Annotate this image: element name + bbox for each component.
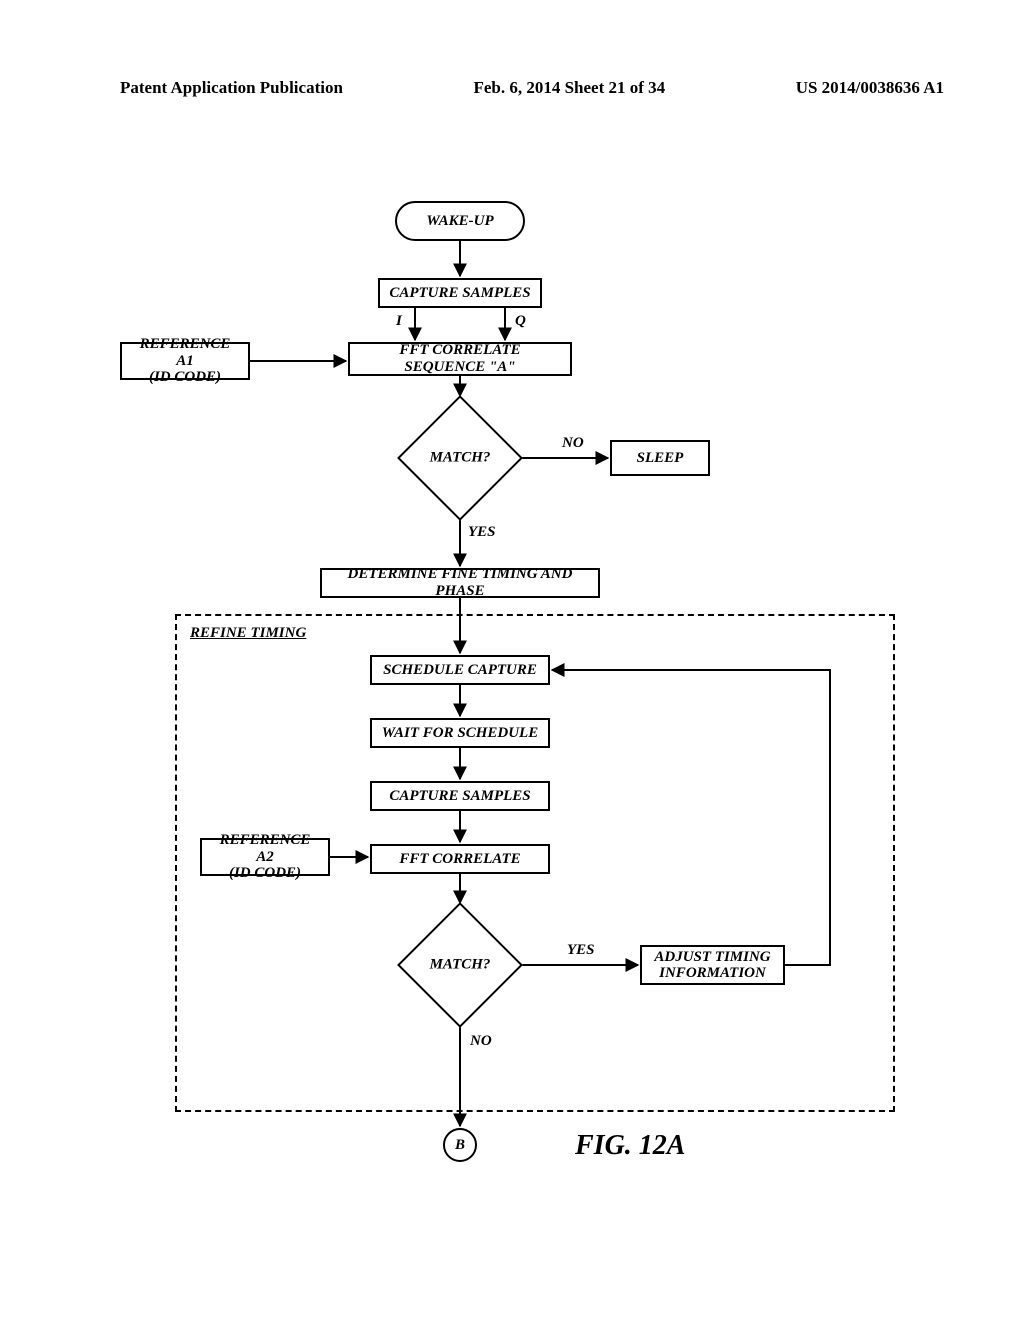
refine-timing-title: REFINE TIMING	[190, 625, 306, 642]
fft-correlate-2: FFT CORRELATE	[370, 844, 550, 874]
schedule-capture: SCHEDULE CAPTURE	[370, 655, 550, 685]
reference-a2-line2: (ID CODE)	[229, 865, 301, 882]
fft-correlate-a-label: FFT CORRELATE SEQUENCE "A"	[358, 342, 562, 376]
connector-b: B	[443, 1128, 477, 1162]
adjust-timing-line1: ADJUST TIMING	[654, 949, 770, 966]
wakeup-label: WAKE-UP	[426, 213, 493, 230]
match-1-no-label: NO	[560, 435, 586, 452]
determine-fine-timing: DETERMINE FINE TIMING AND PHASE	[320, 568, 600, 598]
figure-caption: FIG. 12A	[575, 1130, 685, 1162]
match-decision-2: MATCH?	[400, 905, 520, 1025]
branch-q-label: Q	[513, 313, 528, 330]
adjust-timing-line2: INFORMATION	[659, 965, 766, 982]
connector-b-label: B	[455, 1137, 465, 1154]
fft-correlate-a: FFT CORRELATE SEQUENCE "A"	[348, 342, 572, 376]
reference-a1-line1: REFERENCE A1	[130, 336, 240, 369]
wait-for-schedule-label: WAIT FOR SCHEDULE	[382, 725, 538, 742]
match-2-label: MATCH?	[430, 957, 491, 974]
match-1-label: MATCH?	[430, 450, 491, 467]
schedule-capture-label: SCHEDULE CAPTURE	[383, 662, 537, 679]
capture-samples-1: CAPTURE SAMPLES	[378, 278, 542, 308]
reference-a2: REFERENCE A2 (ID CODE)	[200, 838, 330, 876]
adjust-timing: ADJUST TIMING INFORMATION	[640, 945, 785, 985]
determine-fine-timing-label: DETERMINE FINE TIMING AND PHASE	[330, 566, 590, 600]
fft-correlate-2-label: FFT CORRELATE	[399, 851, 520, 868]
reference-a1-line2: (ID CODE)	[149, 369, 221, 386]
reference-a1: REFERENCE A1 (ID CODE)	[120, 342, 250, 380]
reference-a2-line1: REFERENCE A2	[210, 832, 320, 865]
branch-i-label: I	[394, 313, 404, 330]
sleep-label: SLEEP	[637, 450, 684, 467]
match-decision-1: MATCH?	[400, 398, 520, 518]
wakeup-terminator: WAKE-UP	[395, 201, 525, 241]
capture-samples-2: CAPTURE SAMPLES	[370, 781, 550, 811]
wait-for-schedule: WAIT FOR SCHEDULE	[370, 718, 550, 748]
match-2-no-label: NO	[468, 1033, 494, 1050]
flowchart: WAKE-UP CAPTURE SAMPLES I Q REFERENCE A1…	[0, 0, 1024, 1320]
capture-samples-1-label: CAPTURE SAMPLES	[389, 285, 530, 302]
capture-samples-2-label: CAPTURE SAMPLES	[389, 788, 530, 805]
match-2-yes-label: YES	[565, 942, 597, 959]
sleep-box: SLEEP	[610, 440, 710, 476]
match-1-yes-label: YES	[466, 524, 498, 541]
